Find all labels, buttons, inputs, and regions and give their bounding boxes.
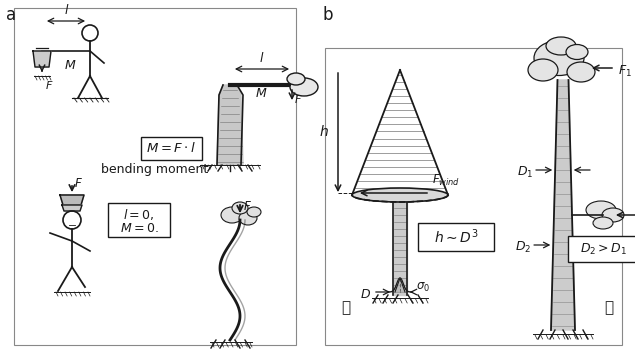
Polygon shape bbox=[395, 278, 405, 292]
FancyBboxPatch shape bbox=[108, 203, 170, 237]
Text: $D_2$: $D_2$ bbox=[515, 239, 531, 255]
Ellipse shape bbox=[546, 37, 576, 55]
Ellipse shape bbox=[221, 207, 243, 223]
Text: l: l bbox=[259, 52, 263, 65]
Text: b: b bbox=[323, 6, 333, 24]
Polygon shape bbox=[33, 51, 51, 67]
Text: F: F bbox=[244, 200, 251, 213]
Ellipse shape bbox=[239, 211, 257, 225]
Text: $M = 0.$: $M = 0.$ bbox=[119, 221, 158, 234]
Ellipse shape bbox=[602, 208, 624, 222]
Polygon shape bbox=[60, 195, 84, 205]
Ellipse shape bbox=[566, 45, 588, 59]
FancyBboxPatch shape bbox=[140, 136, 201, 159]
Polygon shape bbox=[551, 80, 575, 330]
Bar bbox=[325, 48, 622, 345]
Ellipse shape bbox=[232, 202, 248, 214]
Ellipse shape bbox=[593, 217, 613, 229]
Ellipse shape bbox=[528, 59, 558, 81]
Text: bending moment: bending moment bbox=[102, 163, 209, 176]
Text: D: D bbox=[360, 288, 370, 301]
Ellipse shape bbox=[534, 40, 584, 76]
Text: h: h bbox=[319, 125, 328, 139]
Text: $D_2 > D_1$: $D_2 > D_1$ bbox=[580, 242, 627, 257]
Text: F: F bbox=[75, 177, 82, 190]
Text: $F_{wind}$: $F_{wind}$ bbox=[432, 173, 460, 188]
Text: $F_1$: $F_1$ bbox=[618, 64, 632, 79]
Text: $h \sim D^3$: $h \sim D^3$ bbox=[434, 228, 478, 246]
Polygon shape bbox=[217, 85, 243, 165]
Ellipse shape bbox=[352, 188, 448, 202]
FancyBboxPatch shape bbox=[418, 223, 494, 251]
Ellipse shape bbox=[586, 201, 616, 219]
Text: a: a bbox=[6, 6, 16, 24]
Text: $\sigma_0$: $\sigma_0$ bbox=[416, 280, 430, 293]
Text: M: M bbox=[256, 87, 266, 100]
Ellipse shape bbox=[287, 73, 305, 85]
Text: F: F bbox=[46, 81, 52, 91]
Polygon shape bbox=[62, 205, 82, 211]
Bar bbox=[14, 8, 296, 345]
FancyBboxPatch shape bbox=[568, 236, 635, 262]
Ellipse shape bbox=[567, 62, 595, 82]
Ellipse shape bbox=[247, 207, 261, 217]
Text: $M = F \cdot l$: $M = F \cdot l$ bbox=[146, 141, 196, 155]
Ellipse shape bbox=[290, 78, 318, 96]
Text: l: l bbox=[64, 4, 68, 17]
Text: Ⓐ: Ⓐ bbox=[342, 301, 351, 315]
Polygon shape bbox=[393, 197, 407, 295]
Text: $l = 0,$: $l = 0,$ bbox=[123, 207, 155, 222]
Text: Ⓑ: Ⓑ bbox=[605, 301, 613, 315]
Text: F: F bbox=[295, 95, 302, 105]
Text: M: M bbox=[65, 59, 76, 72]
Text: $D_1$: $D_1$ bbox=[517, 165, 533, 180]
